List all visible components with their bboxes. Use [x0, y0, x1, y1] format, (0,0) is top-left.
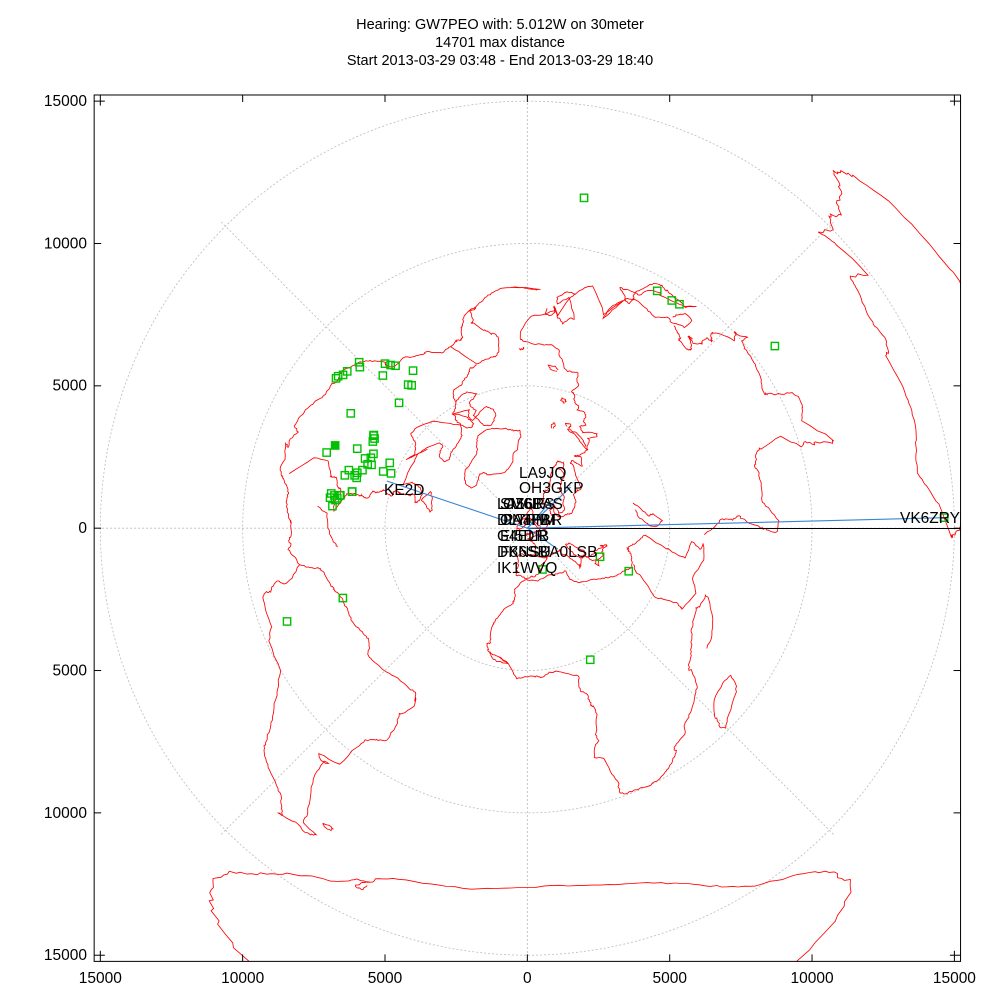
svg-text:IK1WVQ: IK1WVQ [497, 560, 557, 577]
svg-text:5000: 5000 [368, 970, 403, 987]
svg-text:0: 0 [78, 520, 87, 537]
svg-text:10000: 10000 [44, 805, 87, 822]
svg-text:OZ6RS: OZ6RS [503, 496, 555, 513]
svg-text:10000: 10000 [44, 235, 87, 252]
svg-text:15000: 15000 [44, 947, 87, 964]
svg-text:PA3FBR: PA3FBR [503, 512, 562, 529]
svg-text:15000: 15000 [44, 93, 87, 110]
svg-text:0: 0 [523, 970, 532, 987]
svg-text:EI5DIB: EI5DIB [500, 528, 549, 545]
svg-text:KE2D: KE2D [384, 482, 425, 499]
svg-text:15000: 15000 [933, 970, 976, 987]
svg-text:VK6ZRY: VK6ZRY [900, 510, 960, 527]
svg-text:10000: 10000 [221, 970, 264, 987]
svg-text:5000: 5000 [53, 662, 88, 679]
svg-text:15000: 15000 [79, 970, 122, 987]
svg-text:OH3GKP: OH3GKP [519, 480, 584, 497]
svg-text:10000: 10000 [790, 970, 833, 987]
svg-text:PA0LSB: PA0LSB [540, 544, 597, 561]
svg-text:5000: 5000 [652, 970, 687, 987]
svg-text:5000: 5000 [53, 378, 88, 395]
